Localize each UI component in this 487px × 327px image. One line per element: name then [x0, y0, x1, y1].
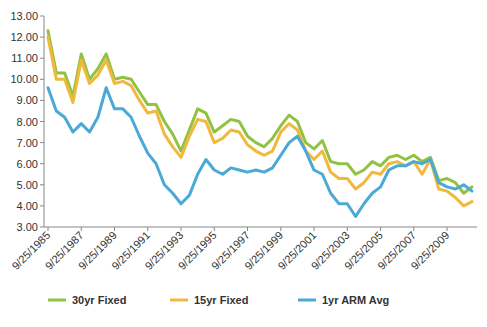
x-tick	[81, 227, 82, 231]
legend-swatch	[48, 299, 66, 302]
y-tick	[40, 184, 44, 185]
legend-swatch	[298, 299, 316, 302]
x-tick	[181, 227, 182, 231]
x-tick	[214, 227, 215, 231]
x-tick	[347, 227, 348, 231]
x-tick	[413, 227, 414, 231]
x-tick-label: 9/25/2009	[408, 229, 451, 272]
x-tick	[314, 227, 315, 231]
legend-label: 1yr ARM Avg	[322, 294, 389, 306]
y-tick-label: 9.00	[17, 94, 38, 106]
x-tick	[380, 227, 381, 231]
x-tick	[114, 227, 115, 231]
y-tick-label: 8.00	[17, 116, 38, 128]
y-tick-label: 6.00	[17, 158, 38, 170]
y-tick-label: 12.00	[10, 31, 38, 43]
x-axis	[44, 227, 477, 228]
y-tick	[40, 163, 44, 164]
series-line	[48, 37, 472, 206]
chart: 3.00 4.00 5.00 6.00 7.00 8.00 9.00 10.00 11.00 12…	[0, 0, 487, 327]
y-tick	[40, 142, 44, 143]
x-tick	[447, 227, 448, 231]
y-axis	[44, 16, 45, 227]
x-tick	[147, 227, 148, 231]
legend-swatch	[170, 299, 188, 302]
x-tick	[247, 227, 248, 231]
y-tick-label: 13.00	[10, 10, 38, 22]
y-tick	[40, 58, 44, 59]
y-tick	[40, 79, 44, 80]
y-tick	[40, 205, 44, 206]
y-tick	[40, 227, 44, 228]
x-tick	[280, 227, 281, 231]
series-line	[48, 88, 472, 217]
y-tick-label: 10.00	[10, 73, 38, 85]
y-tick-label: 11.00	[11, 52, 38, 64]
x-tick	[48, 227, 49, 231]
legend-label: 15yr Fixed	[194, 294, 248, 306]
series-line	[48, 31, 472, 193]
y-tick	[40, 121, 44, 122]
y-tick-label: 3.00	[17, 221, 38, 233]
y-tick-label: 4.00	[17, 200, 38, 212]
y-tick-label: 5.00	[17, 179, 38, 191]
y-tick-label: 7.00	[17, 137, 38, 149]
y-tick	[40, 37, 44, 38]
y-tick	[40, 16, 44, 17]
plot-area	[48, 31, 472, 217]
y-tick	[40, 100, 44, 101]
legend-label: 30yr Fixed	[72, 294, 126, 306]
